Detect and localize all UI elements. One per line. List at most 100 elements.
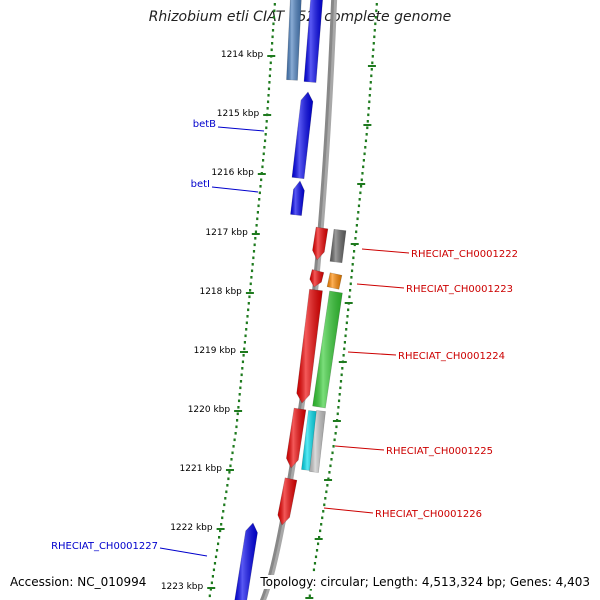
right-tick-dot (359, 192, 361, 195)
left-tick-dot (254, 237, 256, 240)
right-tick-dot (339, 387, 341, 390)
right-tick-dot (372, 49, 374, 52)
left-tick-dot (241, 374, 243, 377)
left-tick-dot (224, 497, 226, 500)
kbp-label: 1220 kbp (188, 405, 231, 415)
left-tick-dot (223, 504, 225, 507)
left-tick-dot (273, 16, 275, 19)
right-tick-dot (354, 237, 356, 240)
right-tick-dot (371, 68, 373, 71)
right-tick-dot (328, 471, 330, 474)
right-tick-dot (375, 10, 377, 13)
right-tick-dot (358, 205, 360, 208)
right-tick-dot (366, 127, 368, 130)
right-tick-dot (339, 393, 341, 396)
left-tick-dot (233, 439, 235, 442)
right-tick-dot (314, 562, 316, 565)
right-tick-dot (356, 224, 358, 227)
right-tick-dot (325, 491, 327, 494)
left-tick-dot (257, 211, 259, 214)
left-tick-dot (252, 257, 254, 260)
left-tick-dot (245, 328, 247, 331)
left-tick-dot (266, 120, 268, 123)
right-tick-dot (324, 497, 326, 500)
gene-label: RHECIAT_CH0001222 (411, 249, 518, 260)
right-tick-dot (368, 107, 370, 110)
kbp-label: 1217 kbp (205, 228, 248, 238)
left-tick-dot (248, 296, 250, 299)
right-tick-dot (346, 322, 348, 325)
left-tick-dot (264, 140, 266, 143)
left-tick-dot (240, 380, 242, 383)
left-tick-dot (213, 569, 215, 572)
left-tick-dot (263, 146, 265, 149)
gene-red-1226 (278, 478, 297, 525)
right-tick-dot (367, 120, 369, 123)
right-tick-dot (343, 354, 345, 357)
right-tick-dot (317, 543, 319, 546)
right-tick-dot (320, 523, 322, 526)
left-tick-dot (217, 543, 219, 546)
kbp-label: 1221 kbp (180, 464, 223, 474)
left-tick-dot (244, 335, 246, 338)
right-tick-dot (344, 335, 346, 338)
right-tick-dot (370, 81, 372, 84)
left-tick-dot (267, 94, 269, 97)
kbp-label: 1214 kbp (221, 50, 264, 60)
left-tick-dot (244, 341, 246, 344)
gene-steelblue-top (287, 0, 302, 80)
right-tick-dot (341, 367, 343, 370)
left-tick-dot (256, 218, 258, 221)
right-tick-dot (351, 270, 353, 273)
left-tick-dot (259, 185, 261, 188)
right-tick-dot (349, 289, 351, 292)
right-tick-dot (352, 263, 354, 266)
right-tick-dot (361, 172, 363, 175)
left-tick-dot (261, 166, 263, 169)
right-tick-dot (347, 309, 349, 312)
left-tick-dot (250, 283, 252, 286)
left-tick-dot (271, 49, 273, 52)
gene-label: RHECIAT_CH0001224 (398, 351, 505, 362)
right-tick-dot (363, 153, 365, 156)
gene-label: betI (191, 179, 210, 190)
right-tick-dot (316, 549, 318, 552)
left-tick-dot (220, 523, 222, 526)
left-tick-dot (267, 107, 269, 110)
left-tick-dot (235, 432, 237, 435)
left-tick-dot (236, 419, 238, 422)
left-tick-dot (268, 81, 270, 84)
left-tick-dot (263, 153, 265, 156)
left-tick-dot (259, 192, 261, 195)
right-tick-dot (368, 101, 370, 104)
right-tick-dot (319, 530, 321, 533)
right-tick-dot (374, 23, 376, 26)
gene-steelblue-top-shade (287, 0, 302, 80)
right-tick-dot (372, 55, 374, 58)
left-tick-dot (272, 23, 274, 26)
gene-blue-1227 (234, 523, 257, 600)
right-tick-dot (335, 432, 337, 435)
kbp-label: 1222 kbp (170, 523, 213, 533)
left-tick-dot (271, 36, 273, 39)
gene-label: RHECIAT_CH0001223 (406, 284, 513, 295)
left-tick-dot (250, 276, 252, 279)
left-tick-dot (268, 88, 270, 91)
right-tick-dot (350, 276, 352, 279)
right-tick-dot (332, 445, 334, 448)
left-tick-dot (228, 471, 230, 474)
left-tick-dot (249, 289, 251, 292)
topology-text: Topology: circular; Length: 4,513,324 bp… (258, 575, 592, 589)
left-tick-dot (273, 10, 275, 13)
left-tick-dot (246, 315, 248, 318)
right-tick-dot (369, 94, 371, 97)
left-tick-dot (242, 361, 244, 364)
left-tick-dot (269, 68, 271, 71)
right-tick-dot (375, 16, 377, 19)
left-tick-dot (222, 510, 224, 513)
left-tick-dot (262, 159, 264, 162)
left-tick-dot (260, 179, 262, 182)
right-tick-dot (315, 556, 317, 559)
left-tick-dot (211, 582, 213, 585)
left-tick-dot (257, 205, 259, 208)
